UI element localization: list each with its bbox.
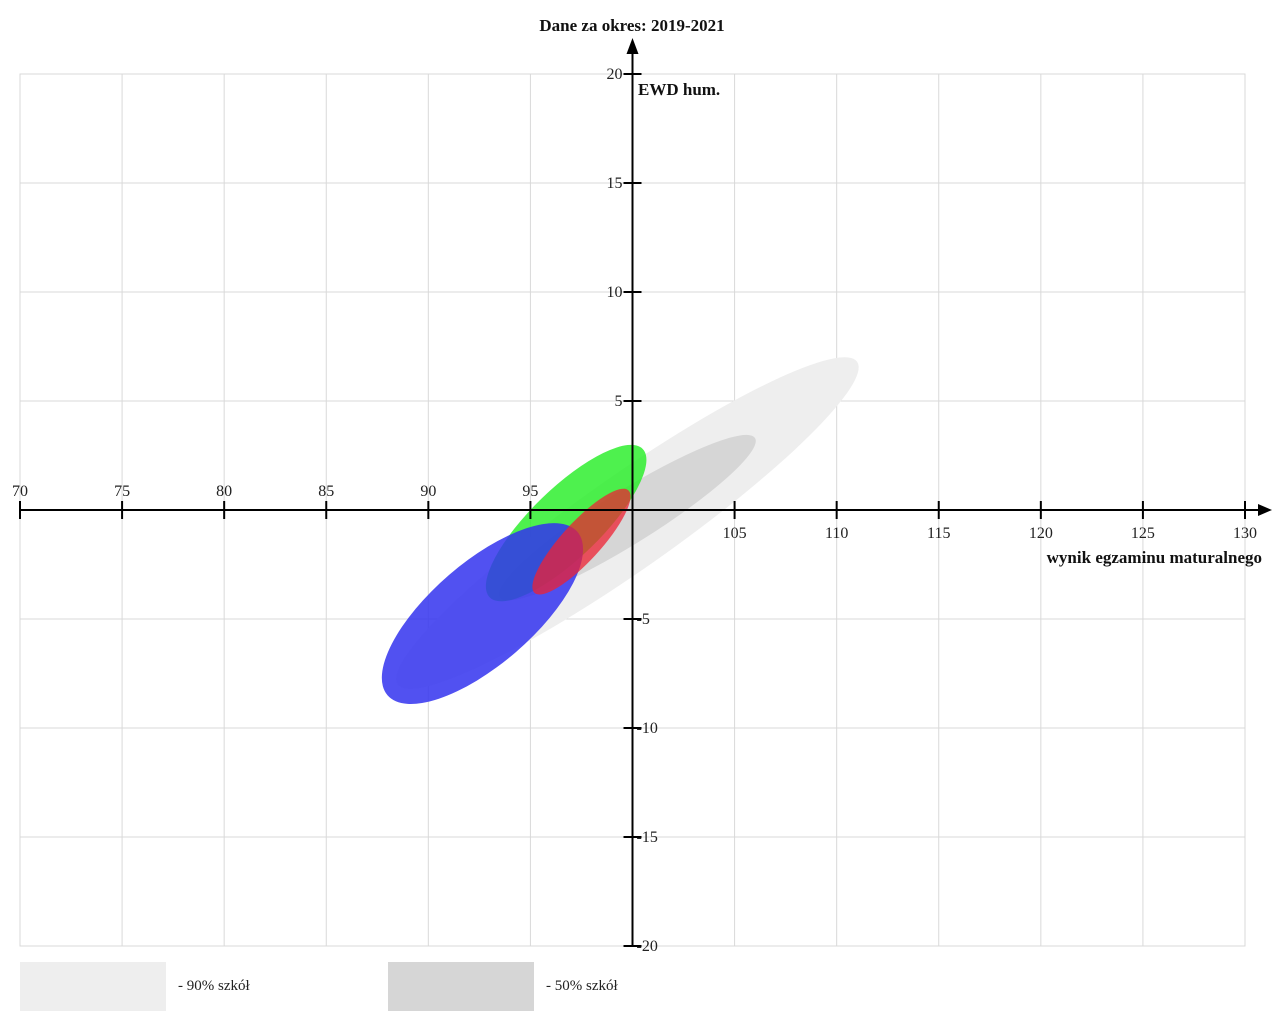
chart-title: Dane za okres: 2019-2021 [539, 16, 724, 35]
legend-label-90: - 90% szkół [178, 978, 250, 994]
x-tick-label: 120 [1029, 525, 1053, 542]
x-axis-arrow [1258, 504, 1272, 516]
y-tick-label: 10 [607, 284, 623, 301]
y-axis-title: EWD hum. [638, 80, 720, 99]
y-tick-label: 20 [607, 66, 623, 83]
ellipse-4 [532, 488, 631, 595]
y-tick-label: -15 [637, 829, 658, 846]
y-tick-label: 15 [607, 175, 623, 192]
y-tick-label: -20 [637, 938, 658, 955]
x-axis-title: wynik egzaminu maturalnego [1047, 548, 1262, 567]
chart-axes [20, 38, 1272, 946]
x-tick-label: 130 [1233, 525, 1257, 542]
legend-swatch-90 [20, 962, 166, 1011]
x-tick-label: 90 [420, 483, 436, 500]
x-tick-label: 115 [927, 525, 950, 542]
x-tick-label: 70 [12, 483, 28, 500]
x-tick-label: 95 [522, 483, 538, 500]
y-axis-arrow [626, 38, 639, 54]
ellipse-3 [381, 523, 584, 704]
y-tick-label: -10 [637, 720, 658, 737]
x-tick-label: 125 [1131, 525, 1155, 542]
x-tick-label: 85 [318, 483, 334, 500]
x-tick-label: 80 [216, 483, 232, 500]
legend-swatch-50 [388, 962, 534, 1011]
x-tick-label: 75 [114, 483, 130, 500]
legend-label-50: - 50% szkół [546, 978, 618, 994]
y-tick-label: -5 [637, 611, 650, 628]
legend-item-50: - 50% szkół [388, 962, 618, 1011]
y-tick-label: 5 [615, 393, 623, 410]
x-tick-label: 105 [723, 525, 747, 542]
x-tick-label: 110 [825, 525, 848, 542]
chart-ellipses [381, 357, 859, 704]
legend-item-90: - 90% szkół [20, 962, 250, 1011]
